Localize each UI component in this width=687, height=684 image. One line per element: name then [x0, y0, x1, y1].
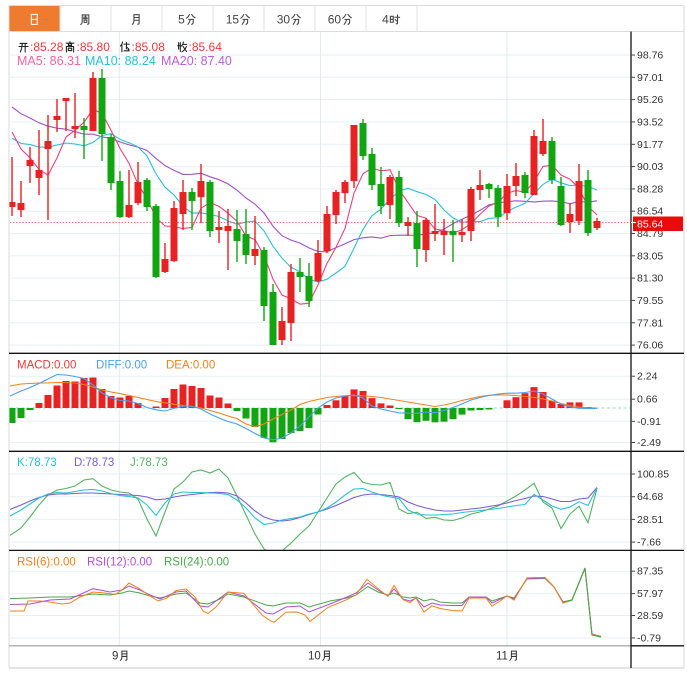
- svg-text:10: 10: [308, 651, 321, 663]
- svg-text:MA20: 87.40: MA20: 87.40: [161, 54, 232, 68]
- svg-text:0.66: 0.66: [637, 394, 658, 406]
- svg-text:D:78.73: D:78.73: [74, 457, 114, 469]
- svg-text:30: 30: [277, 13, 291, 27]
- svg-text:RSI(24):0.00: RSI(24):0.00: [164, 557, 229, 569]
- svg-text:RSI(6):0.00: RSI(6):0.00: [17, 557, 76, 569]
- svg-text:4: 4: [382, 13, 389, 27]
- svg-text:J:78.73: J:78.73: [130, 457, 168, 469]
- svg-text:91.77: 91.77: [637, 139, 663, 151]
- svg-text::85.28: :85.28: [30, 40, 64, 54]
- svg-text:28.51: 28.51: [637, 514, 663, 526]
- svg-text:85.64: 85.64: [637, 219, 663, 231]
- svg-text:88.28: 88.28: [637, 183, 663, 195]
- svg-text:90.03: 90.03: [637, 161, 663, 173]
- svg-text:87.35: 87.35: [637, 566, 663, 578]
- svg-text:83.05: 83.05: [637, 250, 663, 262]
- svg-text:57.97: 57.97: [637, 588, 663, 600]
- svg-text:DIFF:0.00: DIFF:0.00: [96, 360, 147, 372]
- svg-text:76.06: 76.06: [637, 340, 663, 352]
- svg-text:DEA:0.00: DEA:0.00: [166, 360, 215, 372]
- svg-text:77.81: 77.81: [637, 317, 663, 329]
- svg-text:100.85: 100.85: [637, 469, 669, 481]
- svg-text:MA5: 86.31: MA5: 86.31: [17, 54, 81, 68]
- svg-text:-0.91: -0.91: [637, 416, 661, 428]
- svg-text:93.52: 93.52: [637, 116, 663, 128]
- svg-text:MACD:0.00: MACD:0.00: [17, 360, 76, 372]
- svg-text:64.68: 64.68: [637, 491, 663, 503]
- svg-text::85.08: :85.08: [132, 40, 166, 54]
- svg-text:-0.79: -0.79: [637, 632, 661, 644]
- svg-text:95.26: 95.26: [637, 94, 663, 106]
- svg-text:15: 15: [226, 13, 240, 27]
- svg-text:79.55: 79.55: [637, 295, 663, 307]
- svg-text:60: 60: [328, 13, 342, 27]
- svg-text:86.54: 86.54: [637, 206, 663, 218]
- svg-text:97.01: 97.01: [637, 72, 663, 84]
- svg-text:11: 11: [496, 651, 508, 663]
- svg-text:28.59: 28.59: [637, 610, 663, 622]
- svg-text:98.76: 98.76: [637, 50, 663, 62]
- svg-text:MA10: 88.24: MA10: 88.24: [85, 54, 156, 68]
- svg-text:K:78.73: K:78.73: [17, 457, 57, 469]
- svg-text::85.64: :85.64: [189, 40, 223, 54]
- svg-text:9: 9: [112, 651, 118, 663]
- svg-text:-2.49: -2.49: [637, 437, 661, 449]
- svg-text:RSI(12):0.00: RSI(12):0.00: [87, 557, 152, 569]
- svg-text::85.80: :85.80: [77, 40, 111, 54]
- svg-text:-7.66: -7.66: [637, 537, 661, 549]
- svg-text:2.24: 2.24: [637, 371, 658, 383]
- svg-text:5: 5: [178, 13, 185, 27]
- svg-text:81.30: 81.30: [637, 273, 663, 285]
